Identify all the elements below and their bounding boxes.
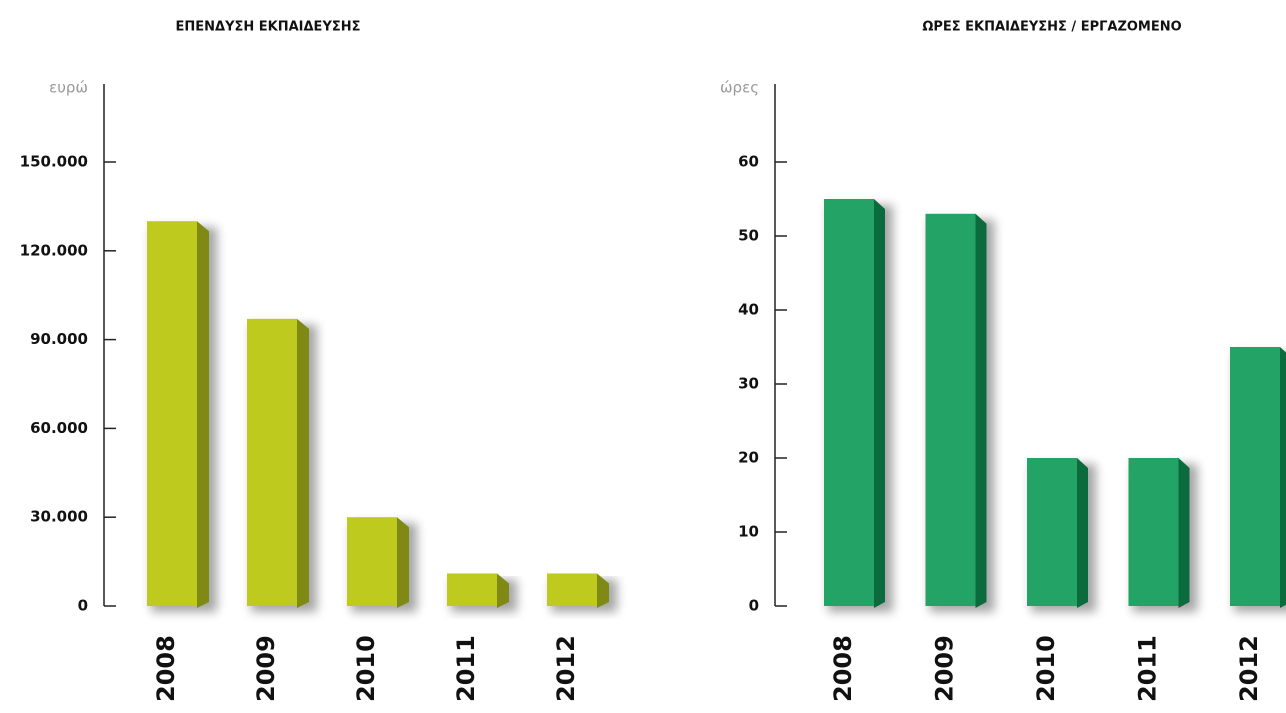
x-tick-label: 2011 bbox=[452, 635, 480, 702]
bar-side bbox=[397, 517, 409, 608]
bar bbox=[447, 573, 497, 606]
y-tick-label: 50 bbox=[738, 227, 759, 245]
y-tick-label: 20 bbox=[738, 449, 759, 467]
bar-side bbox=[197, 221, 209, 608]
y-tick-label: 0 bbox=[749, 597, 759, 615]
bar bbox=[247, 318, 297, 606]
bar bbox=[147, 221, 197, 606]
bar bbox=[347, 517, 397, 606]
bar-side bbox=[1077, 458, 1088, 608]
bar bbox=[1230, 347, 1280, 606]
y-tick-label: 40 bbox=[738, 301, 759, 319]
bar-side bbox=[497, 573, 509, 608]
x-tick-label: 2012 bbox=[552, 635, 580, 702]
x-tick-label: 2009 bbox=[252, 635, 280, 702]
bar bbox=[547, 573, 597, 606]
y-tick-label: 10 bbox=[738, 523, 759, 541]
y-tick-label: 30 bbox=[738, 375, 759, 393]
y-tick-label: 60.000 bbox=[30, 419, 88, 437]
bar-side bbox=[297, 318, 309, 608]
y-tick-label: 90.000 bbox=[30, 330, 88, 348]
chart-title: ΕΠΕΝΔΥΣΗ ΕΚΠΑΙΔΕΥΣΗΣ bbox=[175, 20, 360, 35]
bar-side bbox=[1178, 458, 1190, 608]
y-tick-label: 30.000 bbox=[30, 508, 88, 526]
bar-side bbox=[975, 213, 987, 609]
y-axis-label: ευρώ bbox=[49, 79, 88, 97]
bar bbox=[824, 199, 874, 606]
x-tick-label: 2008 bbox=[152, 635, 180, 702]
x-tick-label: 2008 bbox=[829, 635, 857, 702]
x-tick-label: 2010 bbox=[352, 635, 380, 702]
bar-side bbox=[874, 199, 885, 608]
x-tick-label: 2011 bbox=[1134, 635, 1162, 702]
x-tick-label: 2009 bbox=[931, 635, 959, 702]
bar bbox=[1128, 458, 1179, 606]
chart-title: ΩΡΕΣ ΕΚΠΑΙΔΕΥΣΗΣ / ΕΡΓΑΖΟΜΕΝΟ bbox=[922, 20, 1181, 35]
y-axis-label: ώρες bbox=[720, 79, 759, 97]
y-tick-label: 60 bbox=[738, 153, 759, 171]
bar bbox=[925, 213, 976, 607]
y-tick-label: 150.000 bbox=[20, 153, 88, 171]
bar-side bbox=[597, 573, 609, 608]
bar bbox=[1027, 458, 1077, 606]
y-tick-label: 0 bbox=[78, 597, 88, 615]
y-tick-label: 120.000 bbox=[20, 241, 88, 259]
x-tick-label: 2010 bbox=[1032, 635, 1060, 702]
bar-side bbox=[1280, 347, 1286, 608]
x-tick-label: 2012 bbox=[1235, 635, 1263, 702]
